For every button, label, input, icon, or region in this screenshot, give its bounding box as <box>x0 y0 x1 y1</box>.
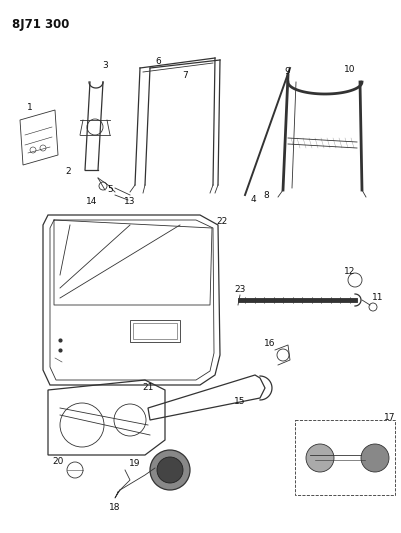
Text: 4: 4 <box>250 196 256 205</box>
Text: 18: 18 <box>109 504 121 513</box>
Text: 16: 16 <box>264 338 276 348</box>
Text: 1: 1 <box>27 102 33 111</box>
Text: 11: 11 <box>372 294 384 303</box>
Bar <box>133 323 177 339</box>
Text: 15: 15 <box>234 398 246 407</box>
Text: 5: 5 <box>107 185 113 195</box>
Bar <box>295 420 395 495</box>
Circle shape <box>157 457 183 483</box>
Text: 12: 12 <box>344 268 356 277</box>
Text: 3: 3 <box>102 61 108 69</box>
Text: 13: 13 <box>124 198 136 206</box>
Text: 7: 7 <box>182 70 188 79</box>
Text: 22: 22 <box>217 217 228 227</box>
Text: 8J71 300: 8J71 300 <box>12 18 69 31</box>
Text: 23: 23 <box>234 286 246 295</box>
Text: 17: 17 <box>384 414 396 423</box>
Text: 6: 6 <box>155 58 161 67</box>
Circle shape <box>361 444 389 472</box>
Text: 9: 9 <box>284 68 290 77</box>
Text: 14: 14 <box>86 198 98 206</box>
Text: 19: 19 <box>129 458 141 467</box>
Text: 2: 2 <box>65 167 71 176</box>
Text: 8: 8 <box>263 191 269 200</box>
Text: 10: 10 <box>344 66 356 75</box>
Text: 20: 20 <box>52 457 64 466</box>
Circle shape <box>306 444 334 472</box>
Bar <box>130 320 180 342</box>
Text: 21: 21 <box>142 384 154 392</box>
Circle shape <box>150 450 190 490</box>
